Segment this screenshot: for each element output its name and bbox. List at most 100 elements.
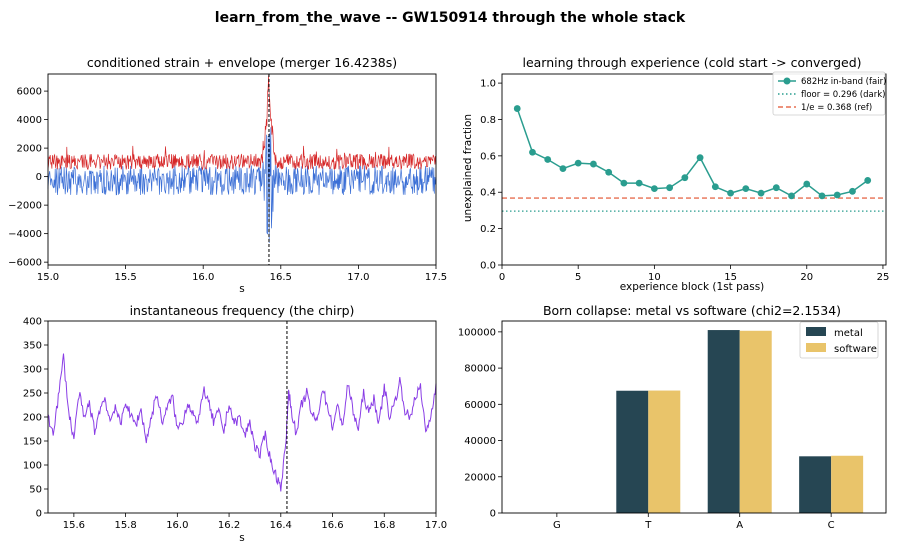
x-tick-label: 15.6	[63, 520, 85, 531]
y-tick-label: 100	[23, 461, 42, 472]
x-tick-label: 16.0	[192, 272, 214, 283]
y-tick-label: 6000	[17, 87, 42, 98]
x-tick-label: 16.8	[373, 520, 395, 531]
bar-software	[648, 390, 681, 513]
legend-label: 1/e = 0.368 (ref)	[801, 103, 872, 113]
x-tick-label: 25	[877, 272, 890, 283]
axes-frame	[501, 73, 887, 266]
plot-area	[616, 330, 864, 513]
strain-series	[47, 127, 437, 244]
axes: G T A C 0 20000 40000 60000 80000 100000	[458, 320, 887, 531]
axes: 15.6 15.8 16.0 16.2 16.4 16.6 16.8 17.0 0 50 100 15…	[23, 317, 447, 532]
y-tick-label: 200	[23, 413, 42, 424]
x-tick-label: 16.2	[218, 520, 240, 531]
axes: 0 5 10 15 20 25 0.0 0.2 0.4 0.6 0.8 1.0	[480, 73, 890, 283]
x-tick-label: C	[828, 520, 835, 531]
data-point	[849, 187, 856, 195]
chirp-series	[47, 353, 437, 492]
y-tick-label: 4000	[17, 115, 42, 126]
x-tick-label: 0	[499, 272, 505, 283]
data-point	[833, 191, 841, 199]
x-tick-label: 17.0	[425, 520, 447, 531]
data-point	[666, 184, 674, 192]
y-tick-label: 350	[23, 341, 42, 352]
plot-area	[502, 105, 886, 212]
panel-title: instantaneous frequency (the chirp)	[130, 303, 355, 318]
legend-marker-swatch	[783, 77, 791, 85]
axes-frame	[47, 73, 437, 266]
data-point	[757, 189, 765, 197]
bar-metal	[799, 456, 832, 513]
legend-box	[772, 71, 886, 116]
y-tick-label: 0	[36, 509, 42, 520]
x-tick-label: 17.5	[425, 272, 447, 283]
panel-title: conditioned strain + envelope (merger 16…	[87, 55, 397, 70]
data-point	[635, 179, 643, 187]
y-tick-label: 1.0	[480, 79, 496, 90]
x-tick-label: G	[553, 520, 561, 531]
y-tick-label: 150	[23, 437, 42, 448]
y-tick-label: 0.8	[480, 115, 496, 126]
bar-software	[739, 330, 772, 513]
envelope-series	[47, 75, 437, 171]
legend-swatch-metal	[806, 327, 826, 336]
legend-label: floor = 0.296 (dark)	[801, 90, 885, 100]
y-axis-label: unexplained fraction	[462, 114, 474, 222]
series-line	[516, 108, 869, 197]
panel-title: Born collapse: metal vs software (chi2=2…	[543, 303, 841, 318]
y-tick-label: 0.0	[480, 261, 496, 272]
data-point	[803, 180, 811, 188]
x-tick-label: 17.0	[347, 272, 369, 283]
legend: metal software	[799, 321, 879, 359]
y-tick-label: −4000	[8, 229, 42, 240]
y-tick-label: 0	[490, 509, 496, 520]
x-tick-label: 16.6	[321, 520, 343, 531]
y-tick-label: 0.2	[480, 224, 496, 235]
data-point	[544, 156, 552, 163]
y-tick-label: 0.4	[480, 188, 496, 199]
data-point	[590, 160, 597, 168]
y-tick-label: 300	[23, 365, 42, 376]
y-tick-label: 0	[36, 172, 42, 183]
data-point	[772, 184, 780, 192]
y-tick-label: 2000	[17, 144, 42, 155]
y-tick-label: −2000	[8, 201, 42, 212]
legend-label: software	[834, 344, 877, 355]
axes-frame	[47, 320, 437, 514]
y-tick-label: −6000	[8, 258, 42, 269]
axes: 15.0 15.5 16.0 16.5 17.0 17.5 −6000 −4000 −2000 0…	[8, 73, 447, 283]
legend-label: 682Hz in-band (fair)	[801, 77, 886, 87]
x-tick-label: 10	[648, 272, 661, 283]
bar-metal	[616, 390, 649, 513]
x-tick-label: 20	[800, 272, 813, 283]
bar-software	[831, 455, 864, 513]
y-tick-label: 100000	[458, 327, 496, 338]
y-tick-label: 250	[23, 389, 42, 400]
y-tick-label: 40000	[464, 436, 496, 447]
x-tick-label: 15.0	[37, 272, 59, 283]
data-point	[574, 159, 582, 167]
data-point	[788, 192, 795, 200]
x-tick-label: 16.5	[270, 272, 292, 283]
x-tick-label: A	[736, 520, 743, 531]
y-tick-label: 60000	[464, 400, 496, 411]
x-tick-label: 5	[575, 272, 581, 283]
x-tick-label: T	[644, 520, 652, 531]
data-point	[727, 189, 734, 197]
legend-swatch-software	[806, 343, 826, 352]
x-tick-label: 16.0	[166, 520, 188, 531]
data-point	[620, 179, 628, 187]
data-point	[864, 177, 872, 184]
data-point	[529, 148, 536, 156]
y-tick-label: 0.6	[480, 151, 496, 162]
data-point	[711, 183, 719, 191]
data-point	[650, 185, 658, 193]
axes-frame	[501, 320, 887, 514]
data-point	[742, 185, 750, 193]
data-point	[605, 168, 613, 176]
x-tick-label: 16.4	[270, 520, 292, 531]
x-tick-label: 15.8	[114, 520, 136, 531]
legend: 682Hz in-band (fair) floor = 0.296 (dark…	[772, 71, 886, 116]
bar-metal	[707, 330, 740, 513]
